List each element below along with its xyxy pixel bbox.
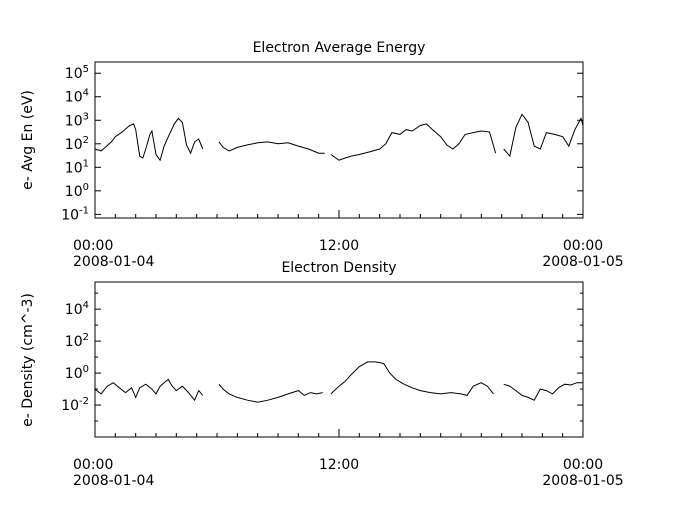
x-tick-label: 12:00: [319, 457, 359, 473]
y-axis-label: e- Density (cm^-3): [20, 293, 36, 427]
data-line-segment: [94, 117, 204, 162]
y-tick-label: 103: [65, 111, 89, 129]
y-tick-label: 101: [65, 158, 89, 176]
y-axis-label: e- Avg En (eV): [20, 90, 36, 190]
x-tick-label: 00:00: [73, 457, 113, 473]
data-line-segment: [218, 141, 325, 154]
x-tick-label: 00:00: [563, 457, 603, 473]
x-tick-label: 00:00: [563, 238, 603, 254]
y-tick-label: 102: [65, 332, 89, 350]
chart-panel-2: Electron Density e- Density (cm^-3) 10-2 10…: [20, 260, 624, 489]
data-line-segment: [94, 378, 204, 402]
chart-title: Electron Average Energy: [253, 40, 426, 56]
plot-frame: [94, 281, 584, 438]
x-tick-date-label: 2008-01-05: [542, 254, 623, 270]
x-tick-label: 12:00: [319, 238, 359, 254]
chart-title: Electron Density: [281, 260, 396, 276]
x-tick-date-label: 2008-01-04: [73, 473, 154, 489]
y-tick-label: 102: [65, 135, 89, 153]
data-line-segment: [503, 382, 583, 401]
y-tick-label: 104: [65, 88, 89, 106]
y-tick-label: 105: [65, 64, 89, 82]
y-tick-label: 100: [65, 182, 89, 200]
data-line-segment: [218, 383, 323, 403]
y-tick-label: 10-1: [61, 205, 89, 223]
data-line-segment: [330, 361, 494, 396]
data-line-segment: [330, 123, 497, 161]
data-line-segment: [503, 113, 584, 158]
x-tick-date-label: 2008-01-04: [73, 254, 154, 270]
y-tick-label: 104: [65, 300, 89, 318]
plot-frame: [94, 61, 584, 219]
chart-panel-1: Electron Average Energy e- Avg En (eV) 10-…: [20, 40, 624, 270]
x-tick-date-label: 2008-01-05: [542, 473, 623, 489]
x-tick-label: 00:00: [73, 238, 113, 254]
y-tick-label: 100: [65, 364, 89, 382]
y-tick-label: 10-2: [61, 396, 89, 414]
